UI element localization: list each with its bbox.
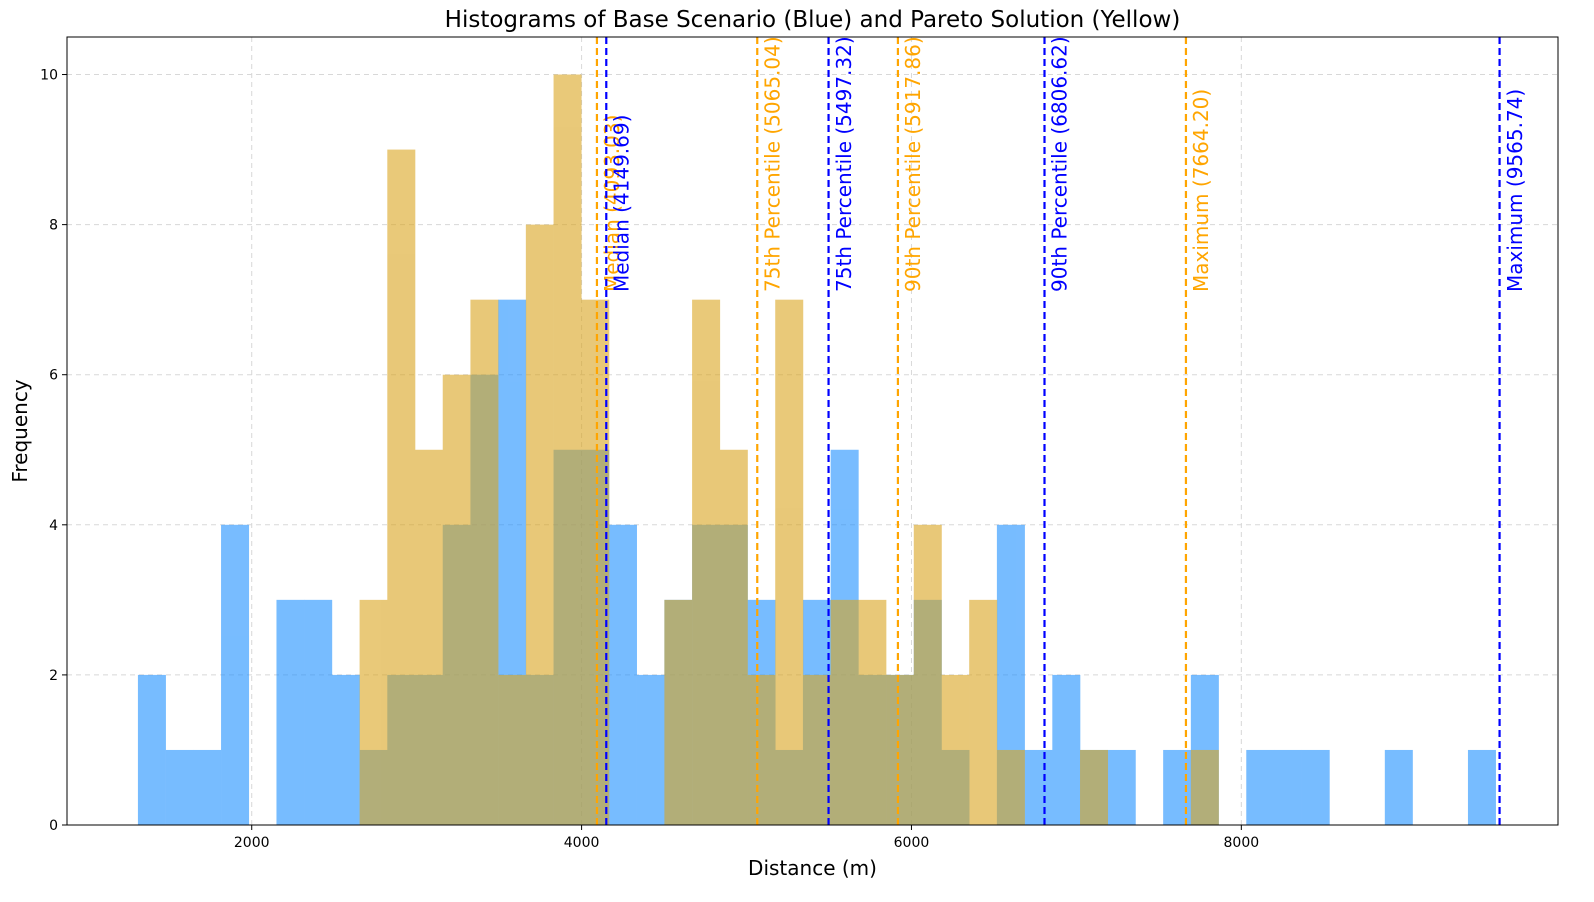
histogram-bar [470,299,499,826]
histogram-bar [498,674,527,825]
histogram-bar [1080,749,1109,825]
histogram-bar [165,749,194,825]
histogram-bar [581,299,610,826]
y-tick-label: 6 [49,368,58,384]
histogram-bar [1107,749,1136,825]
histogram-bar [719,449,748,825]
histogram-bar [941,674,970,825]
histogram-bar [415,449,444,825]
histogram-bar [1467,749,1496,825]
series-1 [359,74,1219,826]
plot-frame [66,36,1559,826]
ticks-layer: 2000 4000 6000 8000 0 2 4 6 8 10 [40,68,1259,851]
reference-lines-layer: Median (4093.03)Median (4149.69) 75th Per… [595,36,1527,825]
histogram-bar [802,674,831,825]
histogram-bar [137,674,166,825]
histogram-bar [1052,674,1081,825]
reference-line-label: 75th Percentile (5497.32) [832,36,856,292]
y-tick-label: 8 [49,218,58,234]
reference-line-label: 75th Percentile (5065.04) [760,36,784,292]
histogram-bar [359,599,388,825]
histogram-bar [1301,749,1330,825]
reference-line-label: Median (4149.69) [609,115,633,292]
x-tick-label: 4000 [564,835,600,851]
histogram-bar [1246,749,1275,825]
histogram-bar [1273,749,1302,825]
histogram-bar [969,599,998,825]
x-tick-label: 2000 [234,835,270,851]
reference-line-label: 90th Percentile (5917.86) [901,36,925,292]
y-tick-label: 0 [49,818,58,834]
histogram-bar [331,674,360,825]
histogram-bar [1384,749,1413,825]
x-axis-title: Distance (m) [748,856,877,880]
reference-line-label: 90th Percentile (6806.62) [1048,36,1072,292]
histogram-bar [387,149,416,826]
y-tick-label: 2 [49,668,58,684]
reference-line-label: Median (4093.03) [600,115,624,292]
reference-line-label: Maximum (7664.20) [1189,89,1213,292]
histogram-bar [553,74,582,826]
histogram-bar [525,224,554,826]
histogram-bar [775,299,804,826]
histogram-bar [636,674,665,825]
y-axis-title: Frequency [8,379,32,482]
y-tick-label: 4 [49,518,58,534]
histogram-bar [830,599,859,825]
bars-layer [137,74,1496,826]
histogram-bar [304,599,333,825]
histogram-bar [608,524,637,825]
histogram-bar [1024,749,1053,825]
histogram-bar [442,374,471,825]
chart-title: Histograms of Base Scenario (Blue) and P… [445,7,1181,33]
histogram-bar [664,599,693,825]
y-tick-label: 10 [40,68,58,84]
histogram-bar [858,599,887,825]
histogram-bar [913,524,942,825]
reference-line-label: Maximum (9565.74) [1503,89,1527,292]
histogram-bar [221,524,250,825]
histogram-bar [1190,749,1219,825]
histogram-bar [276,599,305,825]
histogram-bar [193,749,222,825]
histogram-bar [886,674,915,825]
x-tick-label: 8000 [1224,835,1260,851]
histogram-bar [692,299,721,826]
x-tick-label: 6000 [894,835,930,851]
histogram-bar [747,674,776,825]
histogram-bar [996,749,1025,825]
